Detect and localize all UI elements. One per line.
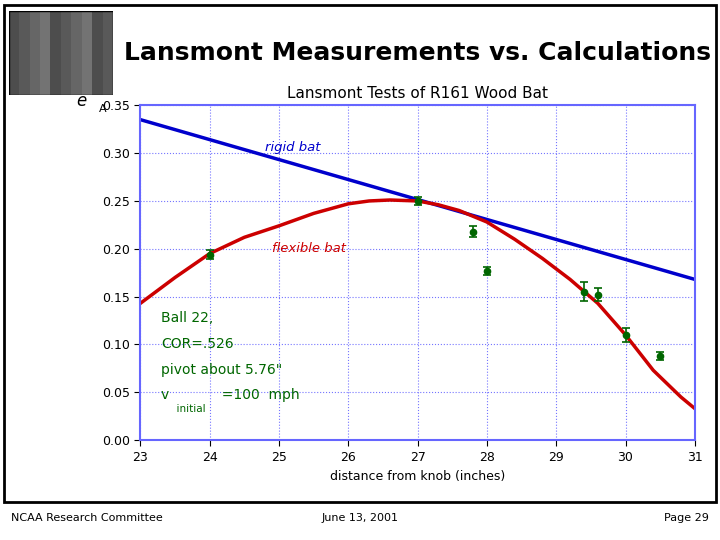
Text: June 13, 2001: June 13, 2001	[322, 512, 398, 523]
Bar	[50, 11, 60, 94]
Bar	[82, 11, 92, 94]
Text: NCAA Research Committee: NCAA Research Committee	[11, 512, 163, 523]
Text: Lansmont Measurements vs. Calculations: Lansmont Measurements vs. Calculations	[124, 40, 711, 65]
Text: Page 29: Page 29	[665, 512, 709, 523]
Text: pivot about 5.76": pivot about 5.76"	[161, 363, 282, 376]
Text: COR=.526: COR=.526	[161, 337, 234, 351]
Bar	[60, 11, 71, 94]
Title: Lansmont Tests of R161 Wood Bat: Lansmont Tests of R161 Wood Bat	[287, 86, 548, 102]
Text: initial: initial	[169, 404, 205, 414]
Bar	[30, 11, 40, 94]
Bar	[40, 11, 50, 94]
Text: rigid bat: rigid bat	[265, 141, 320, 154]
Text: Ball 22,: Ball 22,	[161, 311, 213, 325]
Bar	[9, 11, 19, 94]
Text: flexible bat: flexible bat	[272, 242, 346, 255]
Text: v            =100  mph: v =100 mph	[161, 388, 300, 402]
X-axis label: distance from knob (inches): distance from knob (inches)	[330, 470, 505, 483]
Bar	[92, 11, 103, 94]
Bar	[103, 11, 113, 94]
Bar	[19, 11, 30, 94]
Text: e: e	[76, 92, 87, 110]
Bar	[71, 11, 82, 94]
Text: A: A	[99, 104, 107, 113]
